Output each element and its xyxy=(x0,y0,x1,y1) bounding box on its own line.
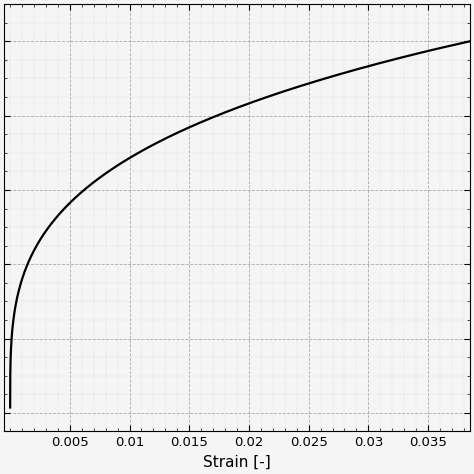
X-axis label: Strain [-]: Strain [-] xyxy=(203,455,271,470)
